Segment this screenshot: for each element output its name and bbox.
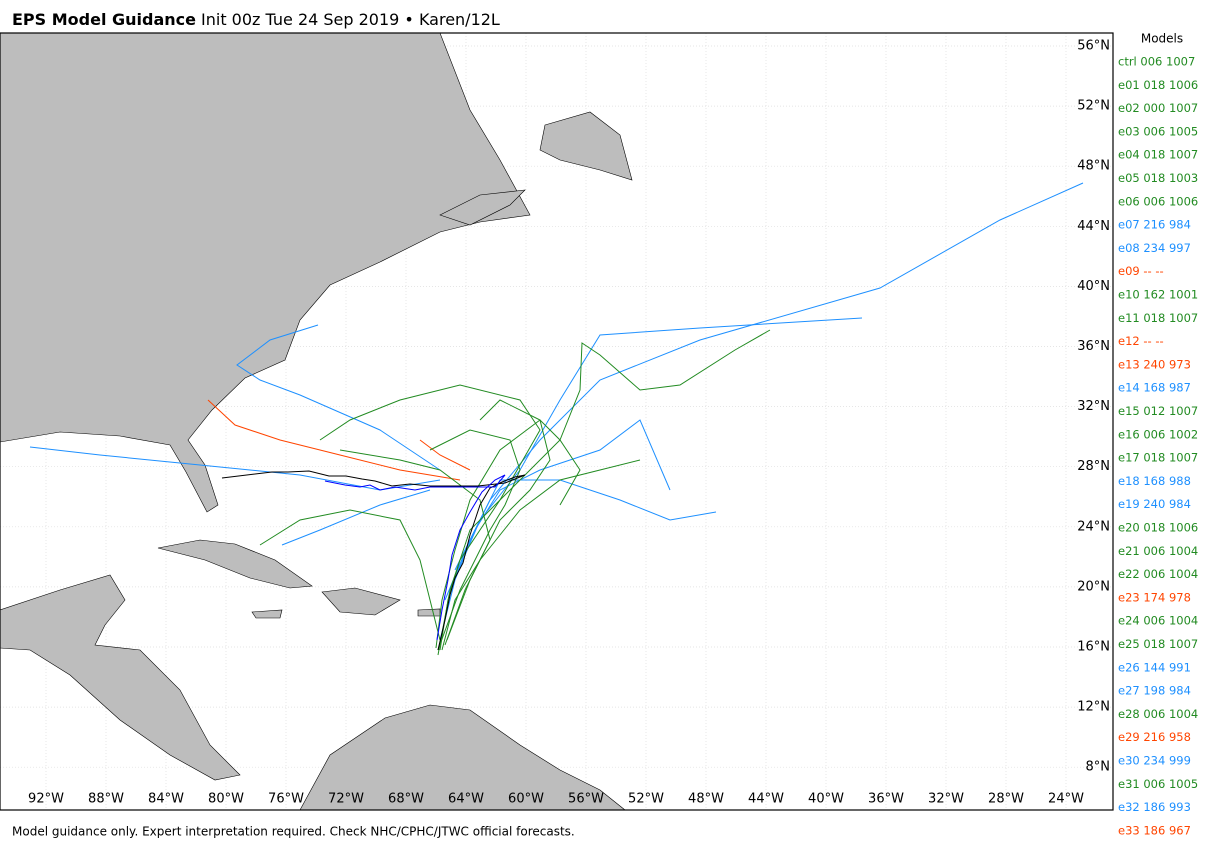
- lat-label: 28°N: [1077, 459, 1110, 474]
- legend-title: Models: [1141, 32, 1183, 46]
- track: [339, 449, 491, 646]
- track: [435, 419, 581, 649]
- track: [441, 459, 641, 651]
- central-america: [0, 574, 241, 781]
- legend-entry: e09 -- --: [1118, 264, 1164, 278]
- lat-label: 8°N: [1086, 760, 1111, 775]
- lon-label: 52°W: [628, 792, 664, 807]
- tracks: [29, 182, 1084, 656]
- lat-label: 40°N: [1077, 279, 1110, 294]
- track: [419, 439, 471, 471]
- lat-label: 16°N: [1077, 640, 1110, 655]
- track: [207, 399, 461, 481]
- legend: Models ctrl 006 1007 e01 018 1006 e02 000 …: [1118, 32, 1198, 838]
- legend-entry: e22 006 1004: [1118, 567, 1198, 581]
- lat-label: 24°N: [1077, 519, 1110, 534]
- legend-entry: e20 018 1006: [1118, 521, 1198, 535]
- legend-entry: e08 234 997: [1118, 241, 1191, 255]
- lon-label: 48°W: [688, 792, 724, 807]
- lon-label: 76°W: [268, 792, 304, 807]
- track: [429, 429, 521, 651]
- track: [259, 509, 441, 641]
- north-america: [0, 32, 531, 513]
- legend-entry: e16 006 1002: [1118, 427, 1198, 441]
- title-rest: Init 00z Tue 24 Sep 2019 • Karen/12L: [201, 10, 500, 29]
- lon-label: 80°W: [208, 792, 244, 807]
- lon-label: 92°W: [28, 792, 64, 807]
- lat-label: 20°N: [1077, 579, 1110, 594]
- legend-entry: e28 006 1004: [1118, 707, 1198, 721]
- title-bold: EPS Model Guidance: [12, 10, 196, 29]
- track: [281, 489, 431, 546]
- legend-entry: e31 006 1005: [1118, 777, 1198, 791]
- lon-label: 60°W: [508, 792, 544, 807]
- legend-entry: e17 018 1007: [1118, 451, 1198, 465]
- lon-label: 72°W: [328, 792, 364, 807]
- legend-entry: e03 006 1005: [1118, 124, 1198, 138]
- legend-entry: e33 186 967: [1118, 823, 1191, 837]
- lon-label: 32°W: [928, 792, 964, 807]
- legend-entry: e21 006 1004: [1118, 544, 1198, 558]
- legend-entry: ctrl 006 1007: [1118, 55, 1195, 69]
- south-america: [299, 704, 626, 811]
- lat-label: 36°N: [1077, 339, 1110, 354]
- legend-entry: e32 186 993: [1118, 800, 1191, 814]
- legend-entry: e01 018 1006: [1118, 78, 1198, 92]
- legend-entry: e26 144 991: [1118, 660, 1191, 674]
- legend-entry: e10 162 1001: [1118, 288, 1198, 302]
- track: [437, 329, 771, 656]
- jamaica: [251, 609, 283, 619]
- consensus-track: [324, 474, 506, 641]
- legend-entry: e18 168 988: [1118, 474, 1191, 488]
- legend-entry: e30 234 999: [1118, 754, 1191, 768]
- track: [454, 182, 1084, 571]
- legend-entry: e02 000 1007: [1118, 101, 1198, 115]
- title: EPS Model Guidance Init 00z Tue 24 Sep 20…: [12, 10, 500, 29]
- legend-entry: e07 216 984: [1118, 218, 1191, 232]
- legend-entry: e12 -- --: [1118, 334, 1164, 348]
- lat-label: 32°N: [1077, 399, 1110, 414]
- lon-label: 36°W: [868, 792, 904, 807]
- legend-entry: e04 018 1007: [1118, 148, 1198, 162]
- lat-label: 52°N: [1077, 99, 1110, 114]
- lon-label: 28°W: [988, 792, 1024, 807]
- lat-label: 12°N: [1077, 700, 1110, 715]
- legend-entry: e06 006 1006: [1118, 194, 1198, 208]
- track: [446, 399, 551, 641]
- lon-label: 44°W: [748, 792, 784, 807]
- legend-entry: e23 174 978: [1118, 590, 1191, 604]
- lat-label: 48°N: [1077, 159, 1110, 174]
- puerto-rico: [417, 608, 441, 617]
- lon-label: 64°W: [448, 792, 484, 807]
- nova-scotia: [439, 189, 526, 226]
- lat-label: 44°N: [1077, 219, 1110, 234]
- lon-label: 56°W: [568, 792, 604, 807]
- hispaniola: [321, 587, 401, 616]
- legend-entry: e19 240 984: [1118, 497, 1191, 511]
- lon-label: 24°W: [1048, 792, 1084, 807]
- lon-label: 68°W: [388, 792, 424, 807]
- legend-entry: e15 012 1007: [1118, 404, 1198, 418]
- lon-label: 84°W: [148, 792, 184, 807]
- legend-entry: e29 216 958: [1118, 730, 1191, 744]
- map-frame: [0, 32, 1114, 811]
- track: [236, 324, 441, 471]
- legend-entry: e27 198 984: [1118, 684, 1191, 698]
- lat-label: 56°N: [1077, 39, 1110, 54]
- cuba: [157, 539, 313, 589]
- lon-label: 88°W: [88, 792, 124, 807]
- lon-label: 40°W: [808, 792, 844, 807]
- legend-entry: e11 018 1007: [1118, 311, 1198, 325]
- footer: Model guidance only. Expert interpretati…: [12, 825, 575, 839]
- legend-entry: e24 006 1004: [1118, 614, 1198, 628]
- legend-entry: e14 168 987: [1118, 381, 1191, 395]
- map: 92°W 88°W 84°W 80°W 76°W 72°W 68°W 64°W 60°W 56°W…: [0, 32, 1114, 811]
- legend-entry: e13 240 973: [1118, 357, 1191, 371]
- legend-entry: e25 018 1007: [1118, 637, 1198, 651]
- newfoundland: [539, 111, 633, 181]
- official-track: [221, 470, 526, 651]
- legend-entry: e05 018 1003: [1118, 171, 1198, 185]
